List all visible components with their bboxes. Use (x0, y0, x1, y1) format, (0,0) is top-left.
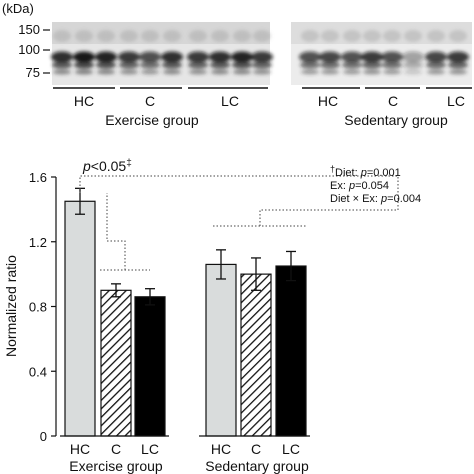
significance-bracket (79, 175, 399, 271)
svg-text:†Diet: p=0.001: †Diet: p=0.001 (330, 164, 401, 179)
marker-75: 75 (26, 65, 40, 80)
x-group-label-exercise: Exercise group (69, 458, 163, 474)
x-tick-label: HC (70, 441, 90, 457)
y-tick-label: 1.6 (29, 170, 47, 185)
kda-unit-label: (kDa) (2, 1, 34, 16)
blot-group-label-sedentary: Sedentary group (344, 112, 448, 128)
bar-sedentary-c (240, 273, 272, 437)
bar-sedentary-lc (275, 265, 307, 437)
bar-sedentary-hc (205, 263, 237, 437)
x-tick-label: C (111, 441, 121, 457)
x-tick-label: LC (141, 441, 159, 457)
blot-group-label-exercise: Exercise group (105, 112, 199, 128)
y-tick-label: 0 (40, 429, 47, 444)
blot-lane-label-sed-c: C (388, 93, 398, 109)
blot-image-sedentary (291, 22, 472, 85)
blot-lane-label-sed-lc: LC (447, 93, 465, 109)
y-tick-label: 0.4 (29, 364, 47, 379)
y-tick-label: 0.8 (29, 300, 47, 315)
marker-150: 150 (18, 22, 40, 37)
x-tick-label: LC (282, 441, 300, 457)
blot-lane-label-sed-hc: HC (318, 93, 338, 109)
bar-exercise-hc (64, 200, 96, 437)
significance-label: p<0.05‡ (82, 158, 132, 174)
y-axis-label: Normalized ratio (3, 255, 19, 357)
bar-chart: Normalized ratio 0 0.4 0.8 1.2 1.6 HC C LC HC C L… (3, 158, 421, 474)
svg-text:Diet × Ex: p=0.004: Diet × Ex: p=0.004 (330, 193, 421, 205)
error-bar (216, 249, 226, 280)
western-blot-panel: (kDa) 150 100 75 HC C (2, 1, 472, 128)
error-bar (145, 288, 155, 306)
y-tick-label: 1.2 (29, 235, 47, 250)
marker-100: 100 (18, 42, 40, 57)
stats-annotation: †Diet: p=0.001 Ex: p=0.054 Diet × Ex: p=… (330, 164, 421, 205)
blot-lane-label-ex-hc: HC (74, 93, 94, 109)
x-tick-label: C (251, 441, 261, 457)
blot-lane-label-ex-lc: LC (221, 93, 239, 109)
error-bar (111, 283, 121, 298)
blot-image-exercise (51, 22, 273, 85)
error-bar (286, 250, 296, 282)
blot-lane-label-ex-c: C (145, 93, 155, 109)
bar-exercise-lc (134, 296, 166, 437)
x-tick-label: HC (211, 441, 231, 457)
bar-exercise-c (100, 289, 132, 437)
bars (64, 187, 307, 437)
x-group-label-sedentary: Sedentary group (205, 458, 309, 474)
y-axis: 0 0.4 0.8 1.2 1.6 (29, 170, 57, 444)
error-bar (251, 257, 261, 291)
svg-text:Ex: p=0.054: Ex: p=0.054 (330, 180, 389, 192)
